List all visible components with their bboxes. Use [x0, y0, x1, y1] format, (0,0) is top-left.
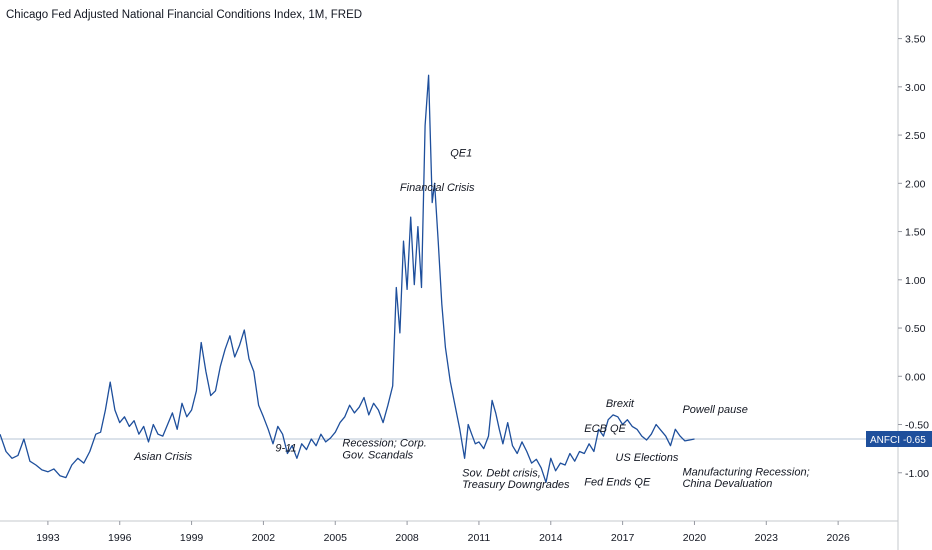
y-tick-label: 1.00: [905, 275, 926, 287]
y-tick-label: 3.00: [905, 82, 926, 94]
y-axis-ticks: 3.50 3.00 2.50 2.00 1.50 1.00 0.50 0.00 -0.50 -1.…: [898, 34, 929, 480]
x-tick-label: 2026: [826, 532, 850, 544]
annotation-label: 9-11: [275, 443, 296, 455]
chart-title: Chicago Fed Adjusted National Financial …: [6, 9, 362, 21]
annotation-label: China Devaluation: [682, 478, 772, 490]
y-tick-label: 2.50: [905, 130, 926, 142]
annotation-label: Gov. Scandals: [342, 449, 413, 461]
y-tick-label: 3.50: [905, 34, 926, 46]
y-tick-label: -1.00: [905, 468, 929, 480]
annotation-label: Manufacturing Recession;: [682, 467, 809, 479]
x-tick-label: 1999: [180, 532, 204, 544]
x-tick-label: 2002: [252, 532, 276, 544]
x-tick-label: 1996: [108, 532, 132, 544]
annotation-label: Asian Crisis: [133, 451, 193, 463]
annotation-label: Powell pause: [682, 404, 747, 416]
last-value-badge-box: [866, 430, 932, 447]
series-line-0: [0, 74, 695, 484]
x-tick-label: 2020: [683, 532, 707, 544]
annotation-label: Financial Crisis: [400, 182, 475, 194]
series-layer: [0, 74, 695, 484]
annotation-label: Fed Ends QE: [584, 476, 651, 488]
x-tick-label: 2005: [324, 532, 348, 544]
last-value-number: -0.65: [903, 435, 926, 446]
last-value-badge: ANFCI -0.65: [866, 430, 932, 447]
y-tick-label: -0.50: [905, 420, 929, 432]
annotation-label: Sov. Debt crisis,: [462, 468, 541, 480]
x-tick-label: 2014: [539, 532, 563, 544]
annotation-label: Recession; Corp.: [342, 438, 426, 450]
y-tick-label: 1.50: [905, 227, 926, 239]
x-tick-label: 1993: [36, 532, 60, 544]
y-tick-label: 2.00: [905, 178, 926, 190]
annotation-label: QE1: [450, 147, 472, 159]
y-tick-label: 0.00: [905, 371, 926, 383]
x-tick-label: 2017: [611, 532, 635, 544]
x-axis-ticks: 1993 1996 1999 2002 2005 2008 2011 2014 2017 2020…: [36, 521, 850, 544]
last-value-series-label: ANFCI: [870, 435, 900, 446]
x-tick-label: 2008: [395, 532, 419, 544]
x-tick-label: 2023: [755, 532, 779, 544]
x-tick-label: 2011: [468, 532, 491, 544]
annotation-label: ECB QE: [584, 423, 626, 435]
annotations-layer: Asian Crisis 9-11 Recession; Corp.Gov. Sca…: [133, 147, 810, 491]
annotation-label: Brexit: [606, 398, 635, 410]
annotation-label: US Elections: [615, 452, 678, 464]
y-tick-label: 0.50: [905, 323, 926, 335]
annotation-label: Treasury Downgrades: [462, 479, 570, 491]
